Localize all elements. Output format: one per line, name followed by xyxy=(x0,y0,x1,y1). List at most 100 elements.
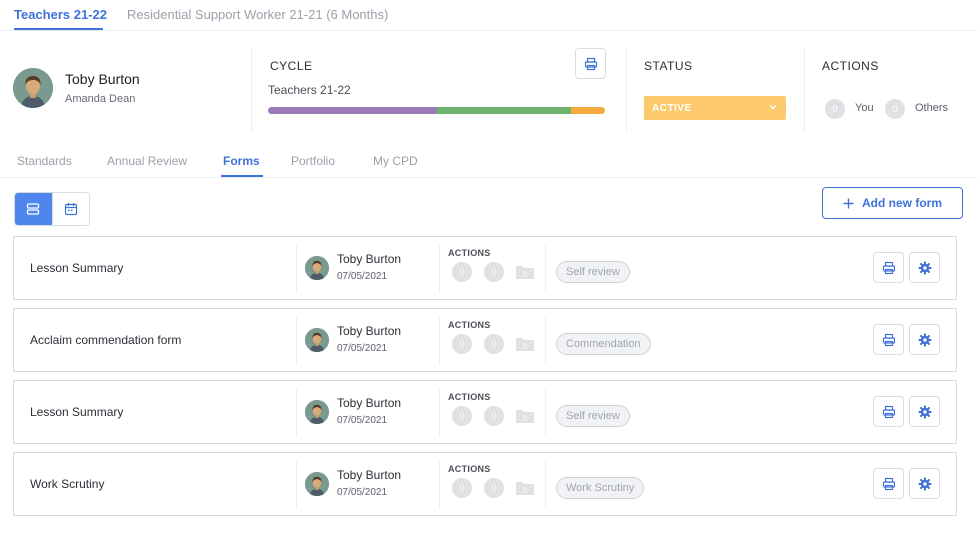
owner-name: Toby Burton xyxy=(337,468,402,482)
form-row[interactable]: Acclaim commendation form Toby Burton 07… xyxy=(13,308,957,372)
active-tab-indicator xyxy=(14,28,103,30)
divider xyxy=(545,317,546,365)
list-icon xyxy=(27,203,40,215)
divider xyxy=(296,317,297,365)
form-title[interactable]: Lesson Summary xyxy=(30,405,124,419)
print-form-button[interactable] xyxy=(873,396,904,427)
gear-icon xyxy=(918,261,931,274)
owner-name: Toby Burton xyxy=(337,396,402,410)
actions-label: ACTIONS xyxy=(448,464,491,474)
svg-text:0: 0 xyxy=(523,488,527,495)
tab-portfolio[interactable]: Portfolio xyxy=(291,154,336,168)
form-type-badge: Self review xyxy=(556,261,630,283)
divider xyxy=(296,389,297,437)
action-count: 0 xyxy=(452,334,472,354)
actions-label: ACTIONS xyxy=(448,320,491,330)
svg-text:0: 0 xyxy=(523,272,527,279)
form-settings-button[interactable] xyxy=(909,324,940,355)
cycle-progress-segment xyxy=(571,107,605,114)
form-date: 07/05/2021 xyxy=(337,343,388,354)
form-type-badge: Commendation xyxy=(556,333,651,355)
form-settings-button[interactable] xyxy=(909,252,940,283)
folder-icon: 0 xyxy=(516,266,534,279)
action-count: 0 xyxy=(452,406,472,426)
printer-icon xyxy=(584,57,597,70)
owner-avatar xyxy=(305,256,329,280)
printer-icon xyxy=(882,333,895,346)
section-tabs: Standards Annual Review Forms Portfolio … xyxy=(0,147,978,178)
add-new-form-button[interactable]: Add new form xyxy=(822,187,963,219)
divider xyxy=(439,245,440,293)
action-count: 0 xyxy=(484,334,504,354)
divider xyxy=(251,48,252,131)
form-title[interactable]: Work Scrutiny xyxy=(30,477,105,491)
you-label: You xyxy=(855,102,874,114)
you-count: 0 xyxy=(825,99,845,119)
cycle-tabs: Teachers 21-22 Residential Support Worke… xyxy=(0,0,978,31)
print-cycle-button[interactable] xyxy=(575,48,606,79)
divider xyxy=(545,389,546,437)
cycle-progress-bar xyxy=(268,107,605,114)
action-count: 0 xyxy=(484,478,504,498)
owner-name: Toby Burton xyxy=(337,324,402,338)
divider xyxy=(296,245,297,293)
avatar xyxy=(13,68,53,108)
divider xyxy=(439,317,440,365)
calendar-icon xyxy=(64,203,78,216)
print-form-button[interactable] xyxy=(873,252,904,283)
folder-icon: 0 xyxy=(516,482,534,495)
form-settings-button[interactable] xyxy=(909,468,940,499)
divider xyxy=(804,48,805,131)
status-dropdown[interactable]: ACTIVE xyxy=(644,96,786,120)
form-date: 07/05/2021 xyxy=(337,415,388,426)
owner-avatar xyxy=(305,400,329,424)
form-date: 07/05/2021 xyxy=(337,271,388,282)
list-view-button[interactable] xyxy=(15,193,52,225)
calendar-view-button[interactable] xyxy=(51,193,89,225)
user-name: Toby Burton xyxy=(65,71,140,87)
printer-icon xyxy=(882,477,895,490)
gear-icon xyxy=(918,405,931,418)
action-count: 0 xyxy=(452,478,472,498)
action-count: 0 xyxy=(452,262,472,282)
svg-text:0: 0 xyxy=(523,416,527,423)
tab-standards[interactable]: Standards xyxy=(17,154,72,168)
owner-avatar xyxy=(305,328,329,352)
print-form-button[interactable] xyxy=(873,324,904,355)
form-title[interactable]: Lesson Summary xyxy=(30,261,124,275)
others-count: 0 xyxy=(885,99,905,119)
actions-heading: ACTIONS xyxy=(822,59,879,73)
form-settings-button[interactable] xyxy=(909,396,940,427)
tab-my-cpd[interactable]: My CPD xyxy=(373,154,418,168)
printer-icon xyxy=(882,405,895,418)
owner-name: Toby Burton xyxy=(337,252,402,266)
action-count: 0 xyxy=(484,406,504,426)
form-row[interactable]: Lesson Summary Toby Burton 07/05/2021 AC… xyxy=(13,236,957,300)
print-form-button[interactable] xyxy=(873,468,904,499)
divider xyxy=(296,461,297,509)
form-row[interactable]: Work Scrutiny Toby Burton 07/05/2021 ACT… xyxy=(13,452,957,516)
action-count: 0 xyxy=(484,262,504,282)
cycle-progress-segment xyxy=(268,107,437,114)
others-label: Others xyxy=(915,102,949,114)
folder-icon: 0 xyxy=(516,410,534,423)
add-new-form-label: Add new form xyxy=(862,196,942,210)
folder-icon: 0 xyxy=(516,338,534,351)
form-row[interactable]: Lesson Summary Toby Burton 07/05/2021 AC… xyxy=(13,380,957,444)
gear-icon xyxy=(918,333,931,346)
form-title[interactable]: Acclaim commendation form xyxy=(30,333,182,347)
divider xyxy=(545,461,546,509)
tab-annual-review[interactable]: Annual Review xyxy=(107,154,188,168)
tab-residential-support-worker[interactable]: Residential Support Worker 21-21 (6 Mont… xyxy=(127,7,389,22)
tab-teachers-21-22[interactable]: Teachers 21-22 xyxy=(14,7,107,22)
active-tab-indicator xyxy=(221,175,263,177)
view-toggle xyxy=(14,192,90,226)
tab-forms[interactable]: Forms xyxy=(223,154,260,168)
divider xyxy=(439,389,440,437)
status-heading: STATUS xyxy=(644,59,693,73)
divider xyxy=(545,245,546,293)
cycle-progress-segment xyxy=(436,107,572,114)
printer-icon xyxy=(882,261,895,274)
owner-avatar xyxy=(305,472,329,496)
actions-label: ACTIONS xyxy=(448,392,491,402)
